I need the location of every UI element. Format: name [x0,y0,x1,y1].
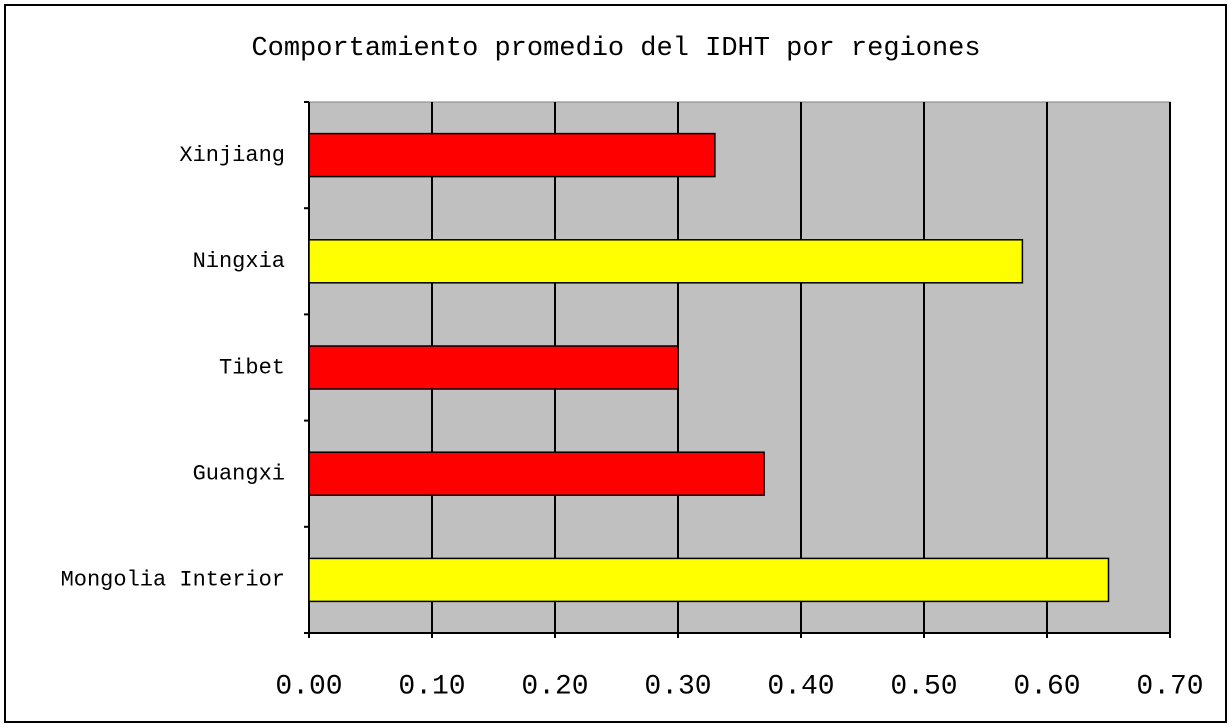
y-tick-label: Ningxia [193,249,285,274]
x-tick-label: 0.50 [890,671,957,702]
bar [308,557,1110,603]
x-tick-label: 0.60 [1013,671,1080,702]
bar [308,345,679,390]
y-tick-label: Guangxi [193,462,285,487]
y-tick-label: Tibet [219,355,285,380]
bar [308,132,716,178]
x-tick-label: 0.40 [767,671,834,702]
y-tick-label: Xinjiang [179,143,285,168]
bar [308,239,1024,284]
chart-title: Comportamiento promedio del IDHT por reg… [251,34,980,64]
x-tick-label: 0.10 [398,671,465,702]
x-tick-label: 0.20 [521,671,588,702]
x-tick-label: 0.00 [275,671,342,702]
bar [308,451,765,496]
x-tick-label: 0.70 [1136,671,1203,702]
y-tick-label: Mongolia Interior [61,568,285,593]
x-tick-label: 0.30 [644,671,711,702]
